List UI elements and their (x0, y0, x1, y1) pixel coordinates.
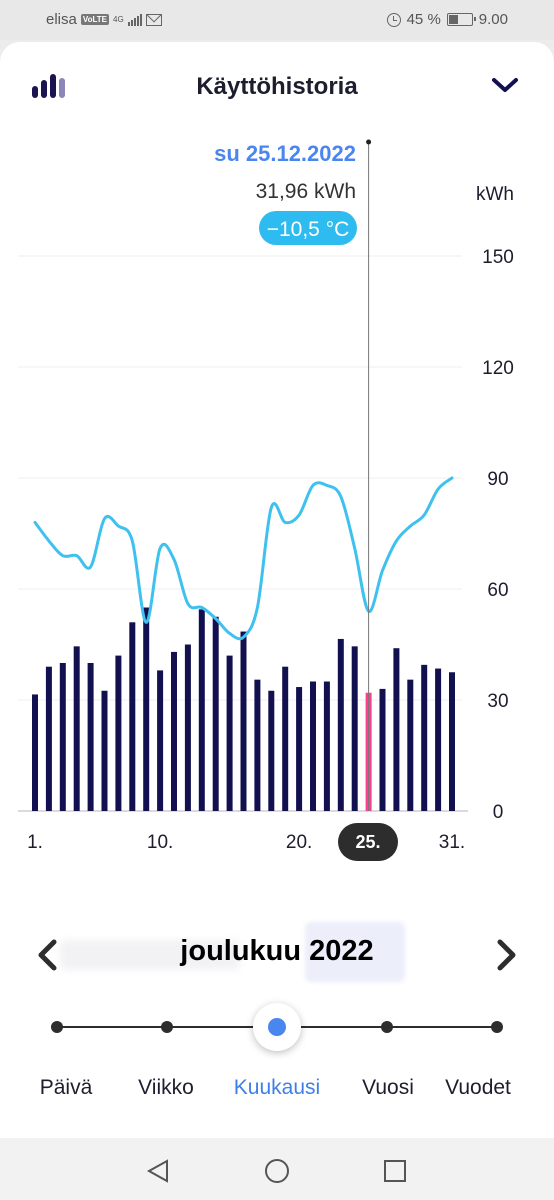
bar[interactable] (310, 681, 316, 812)
bar[interactable] (129, 622, 136, 811)
bar[interactable] (282, 666, 289, 811)
carrier-name: elisa (46, 11, 77, 28)
clock: 9.00 (478, 11, 508, 28)
bar[interactable] (379, 688, 386, 811)
period-week[interactable]: Viikko (138, 1076, 194, 1099)
x-tick-label: 20. (286, 832, 312, 853)
selected-day-label: 25. (355, 832, 381, 852)
bar[interactable] (87, 663, 94, 811)
period-dot-week[interactable] (161, 1021, 173, 1033)
battery-fill (448, 15, 458, 24)
x-tick-label: 10. (147, 832, 173, 853)
back-triangle-icon[interactable] (145, 1158, 171, 1184)
bar[interactable] (45, 666, 52, 811)
bar[interactable] (407, 679, 414, 811)
y-tick-label: 90 (487, 469, 508, 490)
mail-icon (145, 13, 162, 26)
bar[interactable] (226, 655, 233, 811)
temperature-badge (259, 211, 357, 245)
battery-icon (446, 13, 476, 26)
home-circle-icon[interactable] (264, 1158, 290, 1184)
y-tick-label: 30 (487, 691, 508, 712)
period-years[interactable]: Vuodet (445, 1076, 511, 1099)
y-tick-label: 60 (487, 580, 508, 601)
network-type: 4G (113, 15, 124, 24)
x-tick-label: 31. (439, 832, 465, 853)
recents-square-icon[interactable] (382, 1158, 408, 1184)
bar[interactable] (101, 690, 108, 811)
bar[interactable] (59, 663, 66, 811)
selected-day-pill[interactable]: 25. (338, 823, 398, 861)
bar[interactable] (115, 655, 122, 811)
page-title: Käyttöhistoria (196, 73, 358, 100)
y-tick-label: 120 (482, 358, 514, 379)
selection-cursor-dot (366, 139, 372, 145)
blurred-background (305, 922, 405, 982)
period-year[interactable]: Vuosi (362, 1076, 414, 1099)
y-tick-label: 0 (493, 802, 504, 823)
period-month[interactable]: Kuukausi (233, 1076, 321, 1099)
temperature-line (33, 476, 454, 641)
alarm-icon (386, 12, 401, 27)
bar[interactable] (296, 687, 303, 811)
status-bar: elisa VoLTE 4G 45 % 9.00 (0, 0, 554, 40)
period-day[interactable]: Päivä (39, 1076, 93, 1099)
bar-chart-icon[interactable] (32, 72, 66, 98)
y-unit-label: kWh (476, 184, 514, 205)
bar[interactable] (212, 616, 219, 811)
x-tick-label: 1. (27, 832, 43, 853)
blurred-background (60, 940, 240, 970)
bar[interactable] (421, 664, 428, 811)
status-right: 45 % 9.00 (386, 11, 508, 28)
knob-indicator (268, 1018, 286, 1036)
tooltip-temperature: −10,5 °C (267, 218, 350, 241)
bar[interactable] (254, 679, 261, 811)
bar[interactable] (143, 607, 150, 812)
period-dot-day[interactable] (51, 1021, 63, 1033)
bar[interactable] (171, 651, 177, 811)
period-dot-year[interactable] (381, 1021, 393, 1033)
bar[interactable] (157, 670, 164, 811)
period-dot-years[interactable] (491, 1021, 503, 1033)
bar[interactable] (323, 681, 330, 812)
month-label: joulukuu 2022 (180, 935, 374, 967)
y-tick-label: 150 (482, 247, 514, 268)
status-left: elisa VoLTE 4G (46, 11, 162, 28)
bar[interactable] (240, 631, 247, 811)
tooltip-date: su 25.12.2022 (214, 141, 356, 166)
bar[interactable] (184, 644, 191, 812)
bar[interactable] (435, 668, 442, 811)
period-slider-knob[interactable] (253, 1003, 301, 1051)
chevron-down-icon[interactable] (490, 74, 520, 96)
bar[interactable] (73, 646, 80, 811)
signal-icon (127, 13, 142, 26)
bar[interactable] (449, 672, 455, 811)
bar[interactable] (393, 648, 400, 811)
battery-percent: 45 % (406, 11, 441, 28)
system-nav-bar (0, 1138, 554, 1200)
bar[interactable] (337, 638, 344, 811)
bar[interactable] (351, 646, 358, 811)
chevron-right-icon[interactable] (496, 938, 518, 972)
volte-badge: VoLTE (80, 14, 110, 25)
chevron-left-icon[interactable] (36, 938, 58, 972)
bar[interactable] (32, 694, 38, 811)
bar[interactable] (198, 609, 205, 811)
usage-chart[interactable]: 0 30 60 90 120 150 1. 10. 20. 31. kWh su 25.12.2… (0, 130, 554, 870)
tooltip-value: 31,96 kWh (256, 180, 356, 203)
bar[interactable] (268, 690, 275, 811)
